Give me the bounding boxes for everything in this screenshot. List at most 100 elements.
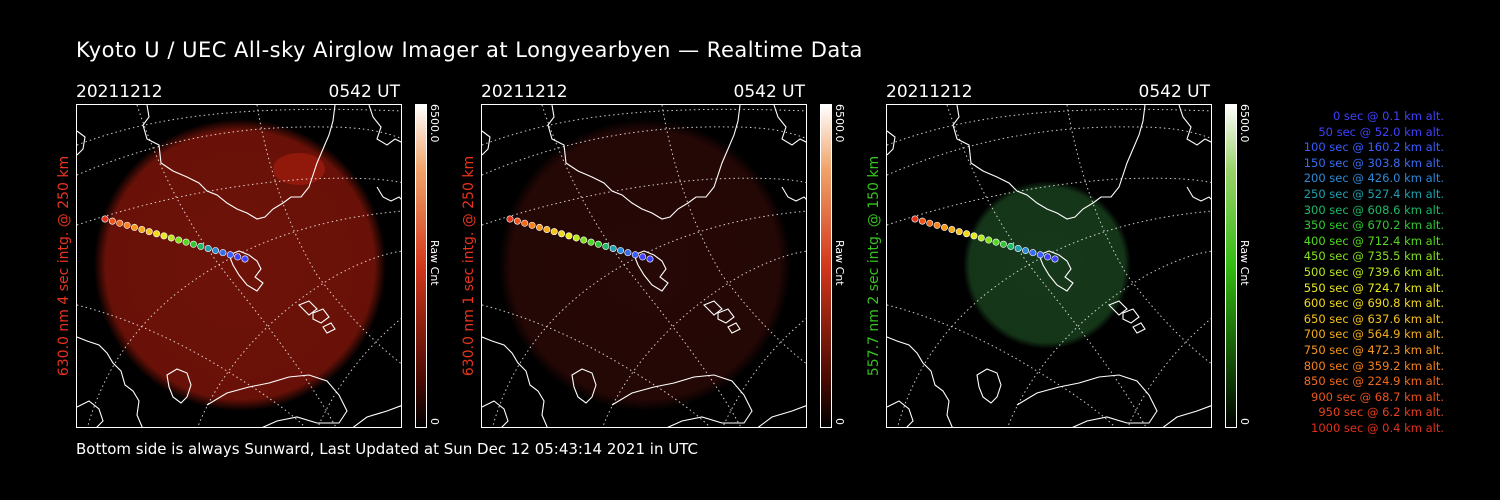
coastline: [482, 130, 491, 156]
panel-1-date: 20211212: [76, 82, 163, 102]
trajectory-point: [624, 249, 632, 257]
legend-entry: 900 sec @ 68.7 km alt.: [1311, 389, 1444, 404]
panel-3-time: 0542 UT: [1138, 82, 1211, 102]
trajectory-point: [587, 238, 595, 246]
legend-entry: 600 sec @ 690.8 km alt.: [1303, 296, 1444, 311]
aurora-patch: [273, 153, 325, 185]
coastline: [1108, 300, 1128, 316]
trajectory-point: [646, 255, 654, 263]
coastline: [976, 368, 1002, 404]
coastline: [166, 368, 192, 404]
trajectory-point: [631, 251, 639, 259]
panel-1-time: 0542 UT: [328, 82, 401, 102]
panel-3-colorbar-min: 0: [1238, 418, 1251, 425]
coastline: [952, 105, 1146, 220]
panel-2-date: 20211212: [481, 82, 568, 102]
trajectory-point: [145, 228, 153, 236]
trajectory-point: [550, 228, 558, 236]
coastline: [547, 105, 741, 220]
trajectory-point: [138, 226, 146, 234]
legend-entry: 950 sec @ 6.2 km alt.: [1318, 405, 1444, 420]
coastline: [1132, 322, 1146, 334]
grid-line: [317, 318, 401, 427]
trajectory-point: [602, 242, 610, 250]
coastline: [298, 300, 318, 316]
trajectory-point: [153, 230, 161, 238]
trajectory-point: [977, 234, 985, 242]
panel-3-ylabel: 557.7 nm 2 sec intg. @ 150 km: [866, 155, 882, 377]
coastline: [887, 336, 953, 427]
trajectory-point: [1022, 247, 1030, 255]
trajectory-point: [241, 255, 249, 263]
legend-entry: 700 sec @ 564.9 km alt.: [1303, 327, 1444, 342]
coastline: [703, 300, 723, 316]
grid-line: [256, 105, 401, 365]
legend-entry: 200 sec @ 426.0 km alt.: [1303, 171, 1444, 186]
grid-line: [482, 177, 806, 226]
panel-3-colorbar-unit: Raw Cnt: [1238, 240, 1251, 286]
trajectory-point: [130, 223, 138, 231]
coastline: [757, 405, 806, 427]
legend-entry: 150 sec @ 303.8 km alt.: [1303, 155, 1444, 170]
coastline: [77, 400, 104, 427]
coastline: [1186, 186, 1211, 202]
trajectory-point: [940, 223, 948, 231]
coastline: [611, 374, 753, 427]
trajectory-point: [116, 219, 124, 227]
trajectory-point: [226, 251, 234, 259]
coastline: [482, 400, 509, 427]
trajectory-point: [212, 247, 220, 255]
grid-line: [602, 250, 806, 427]
coastline: [887, 130, 896, 156]
trajectory-point: [639, 253, 647, 261]
coastline: [773, 105, 806, 146]
trajectory-point: [234, 253, 242, 261]
coastline: [1122, 308, 1140, 324]
panel-3-date: 20211212: [886, 82, 973, 102]
trajectory-point: [1014, 244, 1022, 252]
panel-2-time: 0542 UT: [733, 82, 806, 102]
trajectory-point: [955, 228, 963, 236]
trajectory-point: [1029, 249, 1037, 257]
trajectory-point: [204, 244, 212, 252]
trajectory-point: [985, 236, 993, 244]
panel-1-colorbar-min: 0: [428, 418, 441, 425]
trajectory-point: [521, 219, 529, 227]
panel-1-colorbar: [415, 104, 427, 428]
trajectory-point: [999, 240, 1007, 248]
coastline: [571, 368, 597, 404]
trajectory-point: [101, 215, 109, 223]
panel-2-colorbar-max: 6500.0: [833, 104, 846, 143]
footer-status: Bottom side is always Sunward, Last Upda…: [76, 440, 698, 458]
grid-line: [541, 105, 742, 427]
trajectory-point: [167, 234, 175, 242]
coastline: [77, 336, 143, 427]
trajectory-point: [992, 238, 1000, 246]
grid-line: [887, 177, 1211, 226]
grid-line: [77, 177, 401, 226]
grid-line: [1127, 318, 1211, 427]
legend-entry: 750 sec @ 472.3 km alt.: [1303, 342, 1444, 357]
airglow-disk: [499, 119, 791, 411]
panel-2-map: [482, 105, 806, 427]
grid-line: [136, 105, 337, 427]
coastline: [1016, 374, 1158, 427]
trajectory-point: [918, 217, 926, 225]
legend-entry: 300 sec @ 608.6 km alt.: [1303, 202, 1444, 217]
trajectory-point: [506, 215, 514, 223]
grid-line: [77, 126, 401, 176]
panel-3-colorbar-max: 6500.0: [1238, 104, 1251, 143]
legend-entry: 0 sec @ 0.1 km alt.: [1332, 109, 1444, 123]
panel-2-colorbar-min: 0: [833, 418, 846, 425]
trajectory-point: [970, 232, 978, 240]
legend-entry: 50 sec @ 52.0 km alt.: [1318, 124, 1444, 139]
grid-line: [1007, 250, 1211, 427]
trajectory-point: [911, 215, 919, 223]
airglow-disk: [94, 119, 386, 411]
coastline: [368, 105, 401, 146]
trajectory-point: [535, 223, 543, 231]
panel-1-image: [76, 104, 402, 428]
grid-line: [482, 126, 806, 176]
trajectory-point: [926, 219, 934, 227]
legend-entry: 800 sec @ 359.2 km alt.: [1303, 358, 1444, 373]
